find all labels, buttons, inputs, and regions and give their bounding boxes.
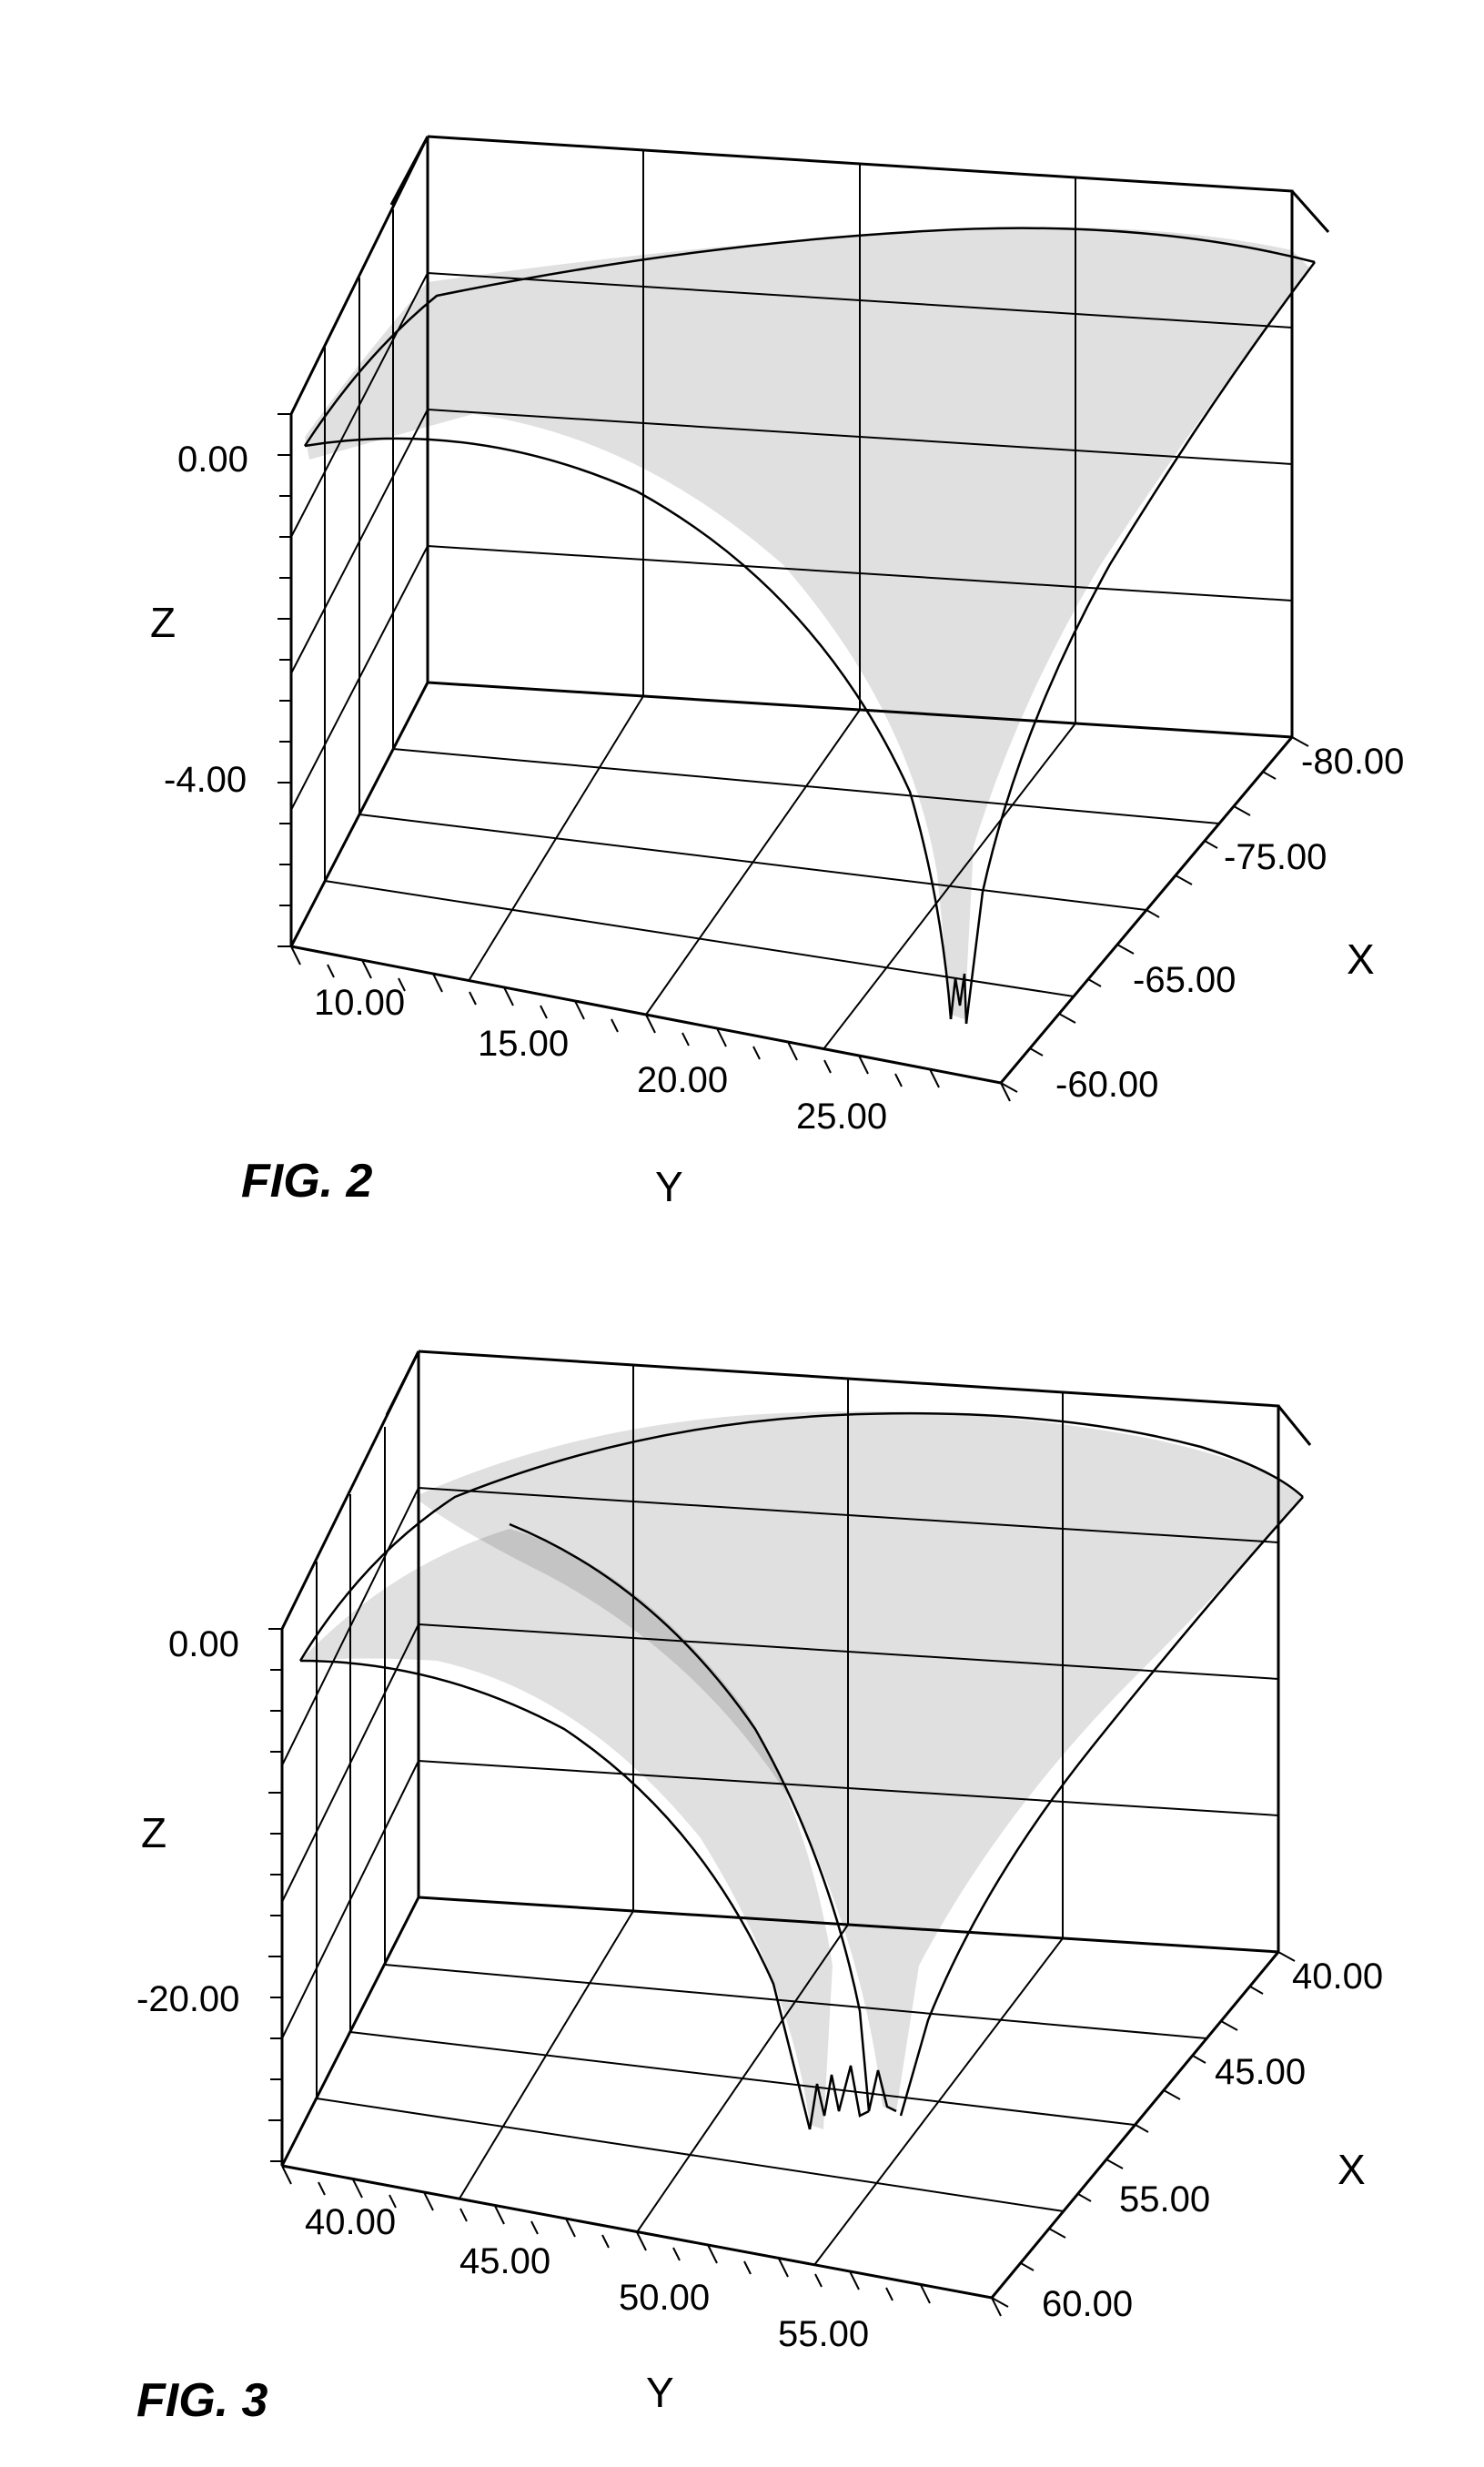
fig3-y-tick-0: 40.00 — [305, 2202, 396, 2242]
fig2-y-tick-3: 25.00 — [796, 1097, 887, 1137]
fig2-z-ticks — [278, 414, 291, 946]
fig3-y-tick-3: 55.00 — [778, 2314, 869, 2354]
fig3-x-tick-2: 55.00 — [1119, 2179, 1210, 2219]
fig2-y-label: Y — [655, 1163, 683, 1210]
figure-3-svg: 0.00 -20.00 40.00 45.00 50.00 55.00 40.0… — [0, 1292, 1484, 2439]
fig2-y-tick-0: 10.00 — [314, 983, 405, 1023]
fig2-caption: FIG. 2 — [241, 1155, 373, 1208]
fig3-surface — [300, 1411, 1303, 2129]
fig2-z-tick-0: 0.00 — [177, 440, 248, 480]
fig2-x-tick-3: -60.00 — [1055, 1065, 1158, 1105]
fig3-floor-grid — [317, 1911, 1206, 2265]
fig2-z-label: Z — [150, 599, 176, 646]
fig3-x-label: X — [1338, 2146, 1366, 2193]
fig3-z-tick-0: 0.00 — [168, 1624, 239, 1664]
fig3-z-label: Z — [141, 1809, 167, 1856]
fig2-y-tick-2: 20.00 — [637, 1060, 728, 1100]
figure-2: 0.00 -4.00 10.00 15.00 20.00 25.00 -80.0… — [0, 55, 1484, 1238]
fig3-x-tick-3: 60.00 — [1042, 2284, 1133, 2324]
fig2-floor-grid — [325, 696, 1219, 1049]
fig3-y-label: Y — [646, 2369, 674, 2416]
fig2-x-label: X — [1347, 935, 1375, 983]
fig3-z-ticks — [268, 1629, 282, 2161]
fig3-leftwall-grid — [282, 1427, 419, 2098]
fig3-caption: FIG. 3 — [136, 2374, 268, 2427]
fig2-x-tick-1: -75.00 — [1224, 837, 1327, 877]
fig2-x-tick-2: -65.00 — [1133, 960, 1236, 1000]
fig2-y-tick-1: 15.00 — [478, 1024, 569, 1064]
figure-3: 0.00 -20.00 40.00 45.00 50.00 55.00 40.0… — [0, 1292, 1484, 2439]
fig3-x-tick-1: 45.00 — [1215, 2052, 1306, 2092]
fig3-x-ticks — [992, 1952, 1295, 2307]
fig3-x-tick-0: 40.00 — [1292, 1956, 1383, 1997]
fig3-z-tick-1: -20.00 — [136, 1979, 239, 2019]
fig2-leftwall-grid — [291, 136, 428, 946]
fig2-axis-labels: Z Y X — [150, 599, 1375, 1210]
fig3-y-tick-2: 50.00 — [619, 2278, 710, 2318]
fig2-x-tick-0: -80.00 — [1301, 742, 1404, 782]
figure-2-svg: 0.00 -4.00 10.00 15.00 20.00 25.00 -80.0… — [0, 55, 1484, 1238]
fig2-surface — [305, 227, 1315, 1024]
fig3-y-tick-1: 45.00 — [459, 2241, 550, 2281]
fig2-x-ticks — [1001, 737, 1308, 1092]
fig2-z-tick-1: -4.00 — [164, 760, 247, 800]
